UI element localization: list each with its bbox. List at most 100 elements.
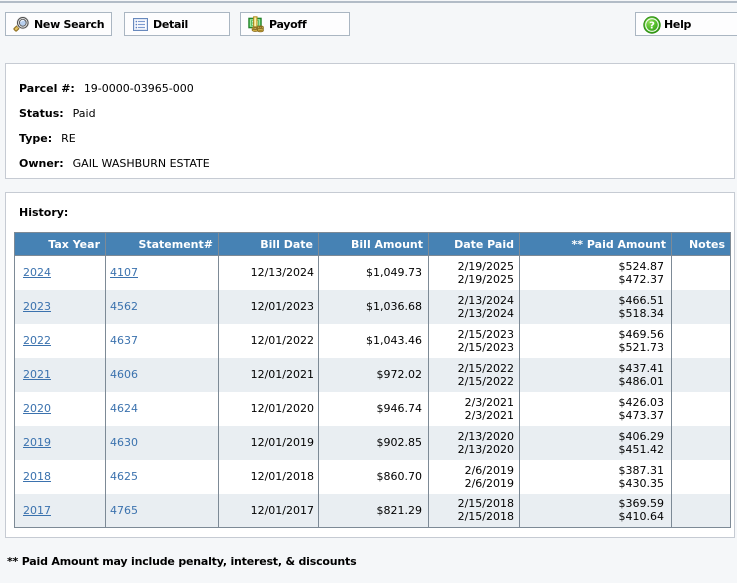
column-header-bill-amount: Bill Amount: [318, 232, 429, 256]
money-icon: [248, 15, 265, 33]
date-paid-cell: 2/13/2020 2/13/2020: [428, 425, 520, 460]
history-row-2017: 2017 4765 12/01/2017 $821.29 2/15/2018 2/15/2…: [14, 493, 731, 528]
statement-link[interactable]: 4606: [110, 368, 138, 381]
date-paid-cell: 2/15/2022 2/15/2022: [428, 357, 520, 392]
help-label: Help: [664, 17, 692, 31]
tax-year-link[interactable]: 2017: [23, 503, 51, 517]
statement-link[interactable]: 4630: [110, 436, 138, 449]
statement-cell: 4637: [105, 323, 219, 358]
owner-label: Owner:: [19, 157, 64, 170]
bill-date-cell: 12/01/2017: [218, 493, 319, 528]
type-label: Type:: [19, 132, 53, 145]
tax-year-cell: 2024: [14, 255, 106, 290]
type-value: RE: [61, 132, 76, 145]
notes-cell: [671, 425, 731, 460]
tax-year-cell: 2017: [14, 493, 106, 528]
bill-amount-cell: $860.70: [318, 459, 429, 494]
top-divider: [0, 1, 737, 3]
bill-date-cell: 12/01/2021: [218, 357, 319, 392]
detail-label: Detail: [153, 17, 189, 31]
statement-cell: 4606: [105, 357, 219, 392]
paid-amount-cell: $387.31 $430.35: [519, 459, 672, 494]
parcel-number-label: Parcel #:: [19, 82, 75, 95]
status-label: Status:: [19, 107, 64, 120]
payoff-label: Payoff: [269, 17, 307, 31]
notes-cell: [671, 493, 731, 528]
tax-year-link[interactable]: 2023: [23, 300, 51, 313]
bill-date-cell: 12/01/2020: [218, 391, 319, 426]
tax-year-link[interactable]: 2024: [23, 266, 51, 280]
statement-cell: 4630: [105, 425, 219, 460]
statement-cell: 4107: [105, 255, 219, 290]
statement-link[interactable]: 4624: [110, 402, 138, 415]
bill-amount-cell: $902.85: [318, 425, 429, 460]
column-header-paid-amount: ** Paid Amount: [519, 232, 672, 256]
bill-amount-cell: $1,036.68: [318, 289, 429, 324]
history-row-2022: 2022 4637 12/01/2022 $1,043.46 2/15/2023 2/15…: [14, 323, 731, 358]
owner-value: GAIL WASHBURN ESTATE: [72, 157, 210, 170]
column-header-tax-year: Tax Year: [14, 232, 106, 256]
bill-amount-cell: $946.74: [318, 391, 429, 426]
svg-text:?: ?: [649, 20, 655, 31]
history-table: Tax Year Statement# Bill Date Bill Amount Da…: [14, 232, 731, 528]
help-button[interactable]: ? Help: [635, 12, 737, 36]
tax-year-link[interactable]: 2021: [23, 368, 51, 381]
history-panel: History: Tax Year Statement# Bill Date Bill…: [5, 192, 735, 538]
help-question-icon: ?: [643, 15, 661, 34]
new-search-button[interactable]: New Search: [5, 12, 112, 36]
history-table-header: Tax Year Statement# Bill Date Bill Amount Da…: [14, 232, 731, 256]
paid-amount-cell: $426.03 $473.37: [519, 391, 672, 426]
tax-year-cell: 2023: [14, 289, 106, 324]
notes-cell: [671, 323, 731, 358]
tax-year-cell: 2020: [14, 391, 106, 426]
parcel-number-value: 19-0000-03965-000: [83, 82, 194, 95]
bill-amount-cell: $972.02: [318, 357, 429, 392]
statement-link[interactable]: 4765: [110, 503, 138, 517]
magnifier-icon: [13, 15, 30, 33]
notes-cell: [671, 357, 731, 392]
date-paid-cell: 2/6/2019 2/6/2019: [428, 459, 520, 494]
statement-cell: 4765: [105, 493, 219, 528]
bill-date-cell: 12/01/2018: [218, 459, 319, 494]
paid-amount-cell: $524.87 $472.37: [519, 255, 672, 290]
status-row: Status: Paid: [19, 93, 734, 120]
paid-amount-footnote: ** Paid Amount may include penalty, inte…: [7, 555, 357, 568]
history-row-2018: 2018 4625 12/01/2018 $860.70 2/6/2019 2/6/201…: [14, 459, 731, 494]
bill-date-cell: 12/13/2024: [218, 255, 319, 290]
bill-date-cell: 12/01/2023: [218, 289, 319, 324]
tax-year-link[interactable]: 2020: [23, 402, 51, 415]
column-header-date-paid: Date Paid: [428, 232, 520, 256]
statement-link[interactable]: 4625: [110, 470, 138, 483]
bill-amount-cell: $821.29: [318, 493, 429, 528]
bill-date-cell: 12/01/2022: [218, 323, 319, 358]
statement-link[interactable]: 4637: [110, 334, 138, 347]
owner-row: Owner: GAIL WASHBURN ESTATE: [19, 143, 734, 170]
tax-year-link[interactable]: 2018: [23, 470, 51, 483]
history-row-2020: 2020 4624 12/01/2020 $946.74 2/3/2021 2/3/202…: [14, 391, 731, 426]
status-value: Paid: [72, 107, 96, 120]
date-paid-cell: 2/15/2018 2/15/2018: [428, 493, 520, 528]
date-paid-cell: 2/3/2021 2/3/2021: [428, 391, 520, 426]
column-header-statement: Statement#: [105, 232, 219, 256]
history-row-2019: 2019 4630 12/01/2019 $902.85 2/13/2020 2/13/2…: [14, 425, 731, 460]
history-row-2024: 2024 4107 12/13/2024 $1,049.73 2/19/2025 2/19…: [14, 255, 731, 290]
new-search-label: New Search: [34, 17, 105, 31]
parcel-info-panel: Parcel #: 19-0000-03965-000 Status: Paid T…: [5, 63, 735, 179]
statement-link[interactable]: 4562: [110, 300, 138, 313]
history-row-2023: 2023 4562 12/01/2023 $1,036.68 2/13/2024 2/13…: [14, 289, 731, 324]
detail-button[interactable]: Detail: [124, 12, 230, 36]
detail-list-icon: [132, 16, 149, 33]
statement-link[interactable]: 4107: [110, 266, 138, 280]
paid-amount-cell: $369.59 $410.64: [519, 493, 672, 528]
payoff-button[interactable]: Payoff: [240, 12, 350, 36]
tax-year-link[interactable]: 2019: [23, 436, 51, 449]
tax-year-cell: 2019: [14, 425, 106, 460]
notes-cell: [671, 391, 731, 426]
paid-amount-cell: $437.41 $486.01: [519, 357, 672, 392]
paid-amount-cell: $466.51 $518.34: [519, 289, 672, 324]
paid-amount-cell: $406.29 $451.42: [519, 425, 672, 460]
tax-year-link[interactable]: 2022: [23, 334, 51, 347]
column-header-bill-date: Bill Date: [218, 232, 319, 256]
history-row-2021: 2021 4606 12/01/2021 $972.02 2/15/2022 2/15/2…: [14, 357, 731, 392]
statement-cell: 4624: [105, 391, 219, 426]
